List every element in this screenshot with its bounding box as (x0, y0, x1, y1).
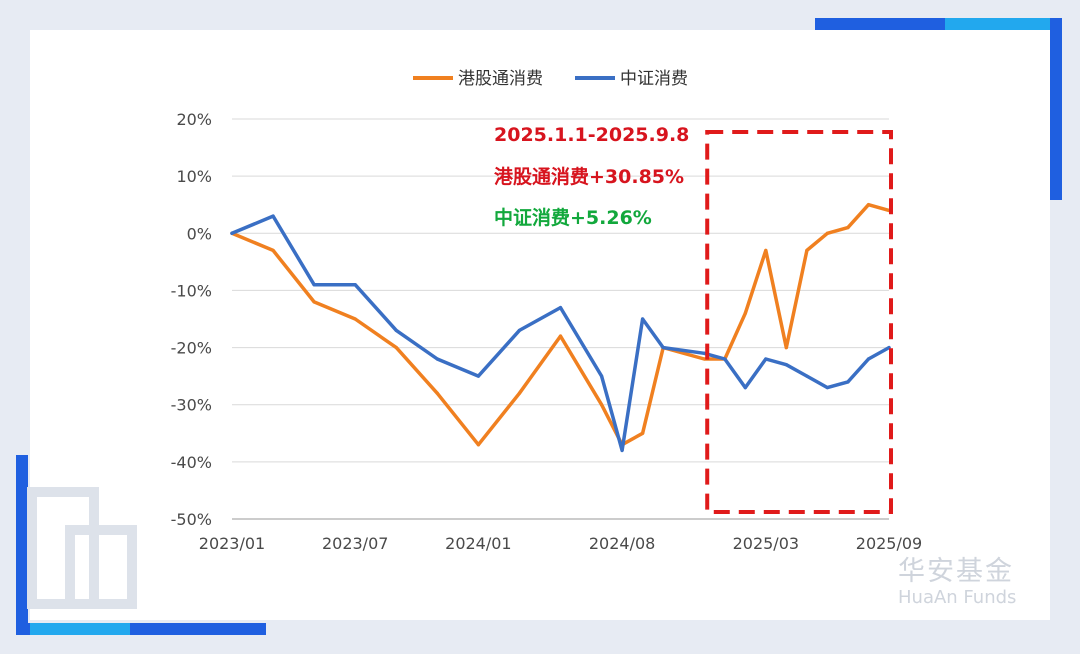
data-point (620, 448, 624, 453)
y-tick-label: 10% (176, 167, 212, 186)
data-point (805, 374, 809, 378)
data-point (825, 231, 830, 235)
x-tick-label: 2024/08 (589, 534, 655, 553)
chart-card (30, 30, 1050, 620)
data-point (394, 328, 398, 333)
data-point (641, 317, 645, 321)
legend-label-csi: 中证消费 (620, 69, 688, 89)
data-point (517, 391, 522, 395)
data-point (743, 385, 747, 390)
y-tick-label: 0% (187, 224, 212, 243)
data-point (764, 357, 768, 361)
x-axis-ticks: 2023/01 2023/07 2024/01 2024/08 2025/03 2025/… (199, 534, 922, 553)
data-point (394, 345, 398, 350)
y-tick-label: -10% (171, 281, 212, 300)
data-point (764, 248, 768, 253)
logo-chinese: 华安基金 (898, 556, 1014, 587)
y-tick-label: -50% (171, 510, 212, 529)
data-point (825, 385, 830, 390)
annotation-period: 2025.1.1-2025.9.8 (494, 124, 689, 146)
data-point (312, 283, 316, 287)
data-point (271, 214, 275, 218)
data-point (435, 357, 439, 361)
data-point (353, 283, 357, 287)
data-point (743, 311, 747, 315)
data-point (702, 357, 706, 361)
data-point (661, 345, 665, 350)
legend: 港股通消费 中证消费 (413, 69, 688, 89)
grid-lines (232, 118, 889, 520)
data-point (558, 334, 563, 338)
deco-square-2 (65, 525, 137, 609)
data-point (476, 374, 480, 378)
y-tick-label: -40% (171, 453, 212, 472)
data-point (641, 431, 645, 435)
series-lines (230, 202, 891, 453)
data-point (784, 345, 788, 350)
data-point (599, 374, 604, 378)
annotation-hk: 港股通消费+30.85% (494, 165, 684, 188)
x-tick-label: 2025/03 (733, 534, 799, 553)
corner-bar-bottom-light (30, 623, 130, 635)
highlight-box (705, 130, 893, 514)
data-point (702, 351, 706, 355)
data-point (435, 391, 439, 395)
data-point (558, 305, 563, 310)
y-axis-ticks: 20% 10% 0% -10% -20% -30% -40% -50% (171, 110, 212, 529)
deco-square-1 (27, 487, 99, 609)
data-point (866, 357, 871, 361)
corner-bar-top-light (945, 18, 1055, 30)
y-tick-label: -20% (171, 339, 212, 358)
logo-english: HuaAn Funds (898, 587, 1016, 608)
data-point (846, 380, 850, 384)
x-tick-label: 2023/07 (322, 534, 388, 553)
annotation-csi: 中证消费+5.26% (494, 206, 652, 229)
x-tick-label: 2025/09 (856, 534, 922, 553)
corner-bar-right (1050, 18, 1062, 200)
y-tick-label: -30% (171, 396, 212, 415)
data-point (230, 231, 234, 235)
data-point (866, 203, 871, 207)
data-point (599, 403, 604, 407)
legend-label-hk: 港股通消费 (458, 69, 543, 89)
y-tick-label: 20% (176, 110, 212, 129)
data-point (517, 328, 522, 333)
data-point (784, 363, 788, 367)
data-point (312, 300, 316, 304)
x-tick-label: 2024/01 (445, 534, 511, 553)
data-point (476, 443, 480, 447)
data-point (271, 248, 275, 253)
data-point (846, 225, 850, 230)
data-point (353, 317, 357, 321)
data-point (805, 248, 809, 253)
x-tick-label: 2023/01 (199, 534, 265, 553)
data-point (723, 357, 727, 361)
corner-bar-left (16, 455, 28, 635)
